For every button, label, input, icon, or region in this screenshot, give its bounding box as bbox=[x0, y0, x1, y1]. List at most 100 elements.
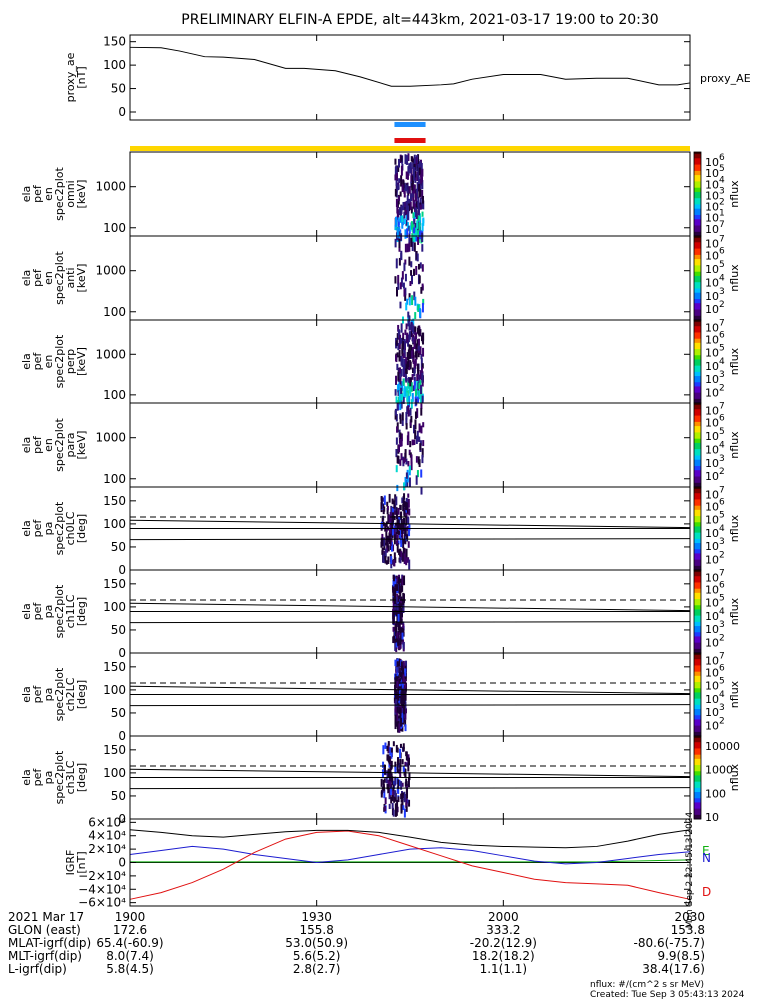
colorbar-segment bbox=[694, 363, 701, 367]
spectrogram-cell bbox=[412, 212, 415, 219]
y-tick-label: 0 bbox=[118, 856, 126, 870]
spectrogram-cell bbox=[419, 197, 422, 206]
spectrogram-cell bbox=[397, 372, 400, 381]
panel-ylabel-line: spec2plot bbox=[53, 750, 66, 804]
spectrogram-cell bbox=[396, 584, 399, 591]
spectrogram-cell bbox=[380, 496, 383, 506]
spectrogram-cell bbox=[403, 694, 406, 704]
spectrogram-cell bbox=[400, 337, 403, 344]
colorbar-segment bbox=[694, 738, 701, 741]
spectrogram-cell bbox=[401, 184, 404, 193]
spectrogram-cell bbox=[391, 498, 394, 505]
colorbar-segment bbox=[694, 669, 701, 673]
spectrogram-cell bbox=[398, 207, 401, 215]
spectrogram-cell bbox=[405, 184, 408, 192]
spectrogram-cell bbox=[397, 685, 400, 692]
colorbar-tick-exponent: 6 bbox=[719, 497, 725, 507]
spectrogram-cell bbox=[389, 747, 392, 756]
colorbar-segment bbox=[694, 806, 701, 810]
spectrogram-cell bbox=[399, 334, 402, 343]
footer-value: 1900 bbox=[115, 910, 146, 924]
colorbar-segment bbox=[694, 767, 701, 770]
spectrogram-cell bbox=[408, 772, 411, 781]
colorbar-label: nflux bbox=[728, 347, 741, 375]
spectrogram-cell bbox=[414, 326, 417, 332]
colorbar-tick-exponent: 5 bbox=[719, 260, 725, 270]
panel-ylabel-line: spec2plot bbox=[53, 501, 66, 555]
spectrogram-cell bbox=[399, 282, 402, 290]
colorbar-segment bbox=[694, 185, 701, 189]
colorbar-tick-label: 10 bbox=[705, 386, 719, 399]
spectrogram-cell bbox=[398, 195, 401, 201]
spectrogram-cell bbox=[391, 507, 394, 513]
spectrogram-cell bbox=[404, 273, 407, 282]
spectrogram-cell bbox=[416, 470, 419, 478]
colorbar-segment bbox=[694, 240, 701, 243]
spectrogram-cell bbox=[400, 619, 403, 624]
y-tick-label: 100 bbox=[103, 766, 126, 780]
spectrogram-cell bbox=[409, 225, 412, 232]
colorbar-tick-exponent: 4 bbox=[719, 273, 725, 283]
colorbar-segment bbox=[694, 638, 701, 642]
colorbar-segment bbox=[694, 644, 701, 648]
spectrogram-cell bbox=[407, 198, 410, 208]
colorbar-segment bbox=[694, 700, 701, 704]
spectrogram-cell bbox=[416, 339, 419, 345]
colorbar-segment bbox=[694, 545, 701, 548]
spectrogram-cell bbox=[404, 201, 407, 210]
panel-proxy-ae: 150 100 50 0 proxy_ae[nT] proxy_AE bbox=[64, 34, 751, 121]
colorbar-segment bbox=[694, 744, 701, 747]
colorbar-tick-label: 10 bbox=[705, 489, 719, 502]
y-tick-label: 50 bbox=[111, 789, 126, 803]
spectrogram-cell bbox=[416, 363, 419, 372]
spectrogram-cell bbox=[397, 165, 400, 172]
spectrogram-cell bbox=[382, 553, 385, 564]
science-zone-bar-red bbox=[394, 138, 426, 143]
spectrogram-cell bbox=[417, 345, 420, 351]
colorbar-tick-exponent: 7 bbox=[719, 569, 725, 579]
spectrogram-cell bbox=[387, 741, 390, 746]
colorbar-tick-exponent: 5 bbox=[719, 427, 725, 437]
spectrogram-cell bbox=[419, 346, 422, 355]
spectrogram-cell bbox=[397, 329, 400, 338]
spectrogram-cell bbox=[385, 777, 388, 784]
colorbar-segment bbox=[694, 388, 701, 392]
panel-ylabel-line: [keV] bbox=[75, 347, 88, 376]
colorbar-tick-label: 10 bbox=[705, 514, 719, 527]
colorbar-segment bbox=[694, 611, 701, 615]
colorbar-segment bbox=[694, 677, 701, 681]
colorbar-segment bbox=[694, 221, 701, 224]
colorbar-tick-label: 10 bbox=[705, 680, 719, 693]
spectrogram-cell bbox=[413, 154, 416, 164]
colorbar-segment bbox=[694, 246, 701, 250]
colorbar-segment bbox=[694, 731, 701, 735]
colorbar-label: nflux bbox=[728, 514, 741, 542]
spectrogram-cell bbox=[387, 514, 390, 524]
spectrogram-cell bbox=[412, 227, 415, 234]
spectrogram-cell bbox=[395, 465, 398, 473]
colorbar-segment bbox=[694, 313, 701, 317]
colorbar-segment bbox=[694, 320, 701, 323]
spectrogram-cell bbox=[396, 681, 399, 688]
y-tick-label: 0 bbox=[118, 646, 126, 660]
colorbar-segment bbox=[694, 455, 701, 459]
spectrogram-cell bbox=[395, 596, 398, 604]
colorbar-segment bbox=[694, 353, 701, 356]
colorbar-segment bbox=[694, 613, 701, 617]
spectrogram-cell bbox=[403, 351, 406, 357]
colorbar-segment bbox=[694, 449, 701, 452]
spectrogram-cell bbox=[406, 534, 409, 540]
spectrogram-cell bbox=[384, 548, 387, 558]
spectrogram-cell bbox=[400, 381, 403, 389]
spectrogram-cell bbox=[409, 163, 412, 174]
spectrogram-cell bbox=[386, 770, 389, 779]
colorbar-segment bbox=[694, 694, 701, 698]
spectrogram-cell bbox=[383, 789, 386, 799]
colorbar-segment bbox=[694, 628, 701, 631]
spectrogram-cell bbox=[415, 456, 418, 463]
y-tick-label: 0 bbox=[118, 729, 126, 743]
colorbar-segment bbox=[694, 758, 701, 762]
colorbar-segment bbox=[694, 227, 701, 231]
spectrogram-cell bbox=[401, 497, 404, 504]
